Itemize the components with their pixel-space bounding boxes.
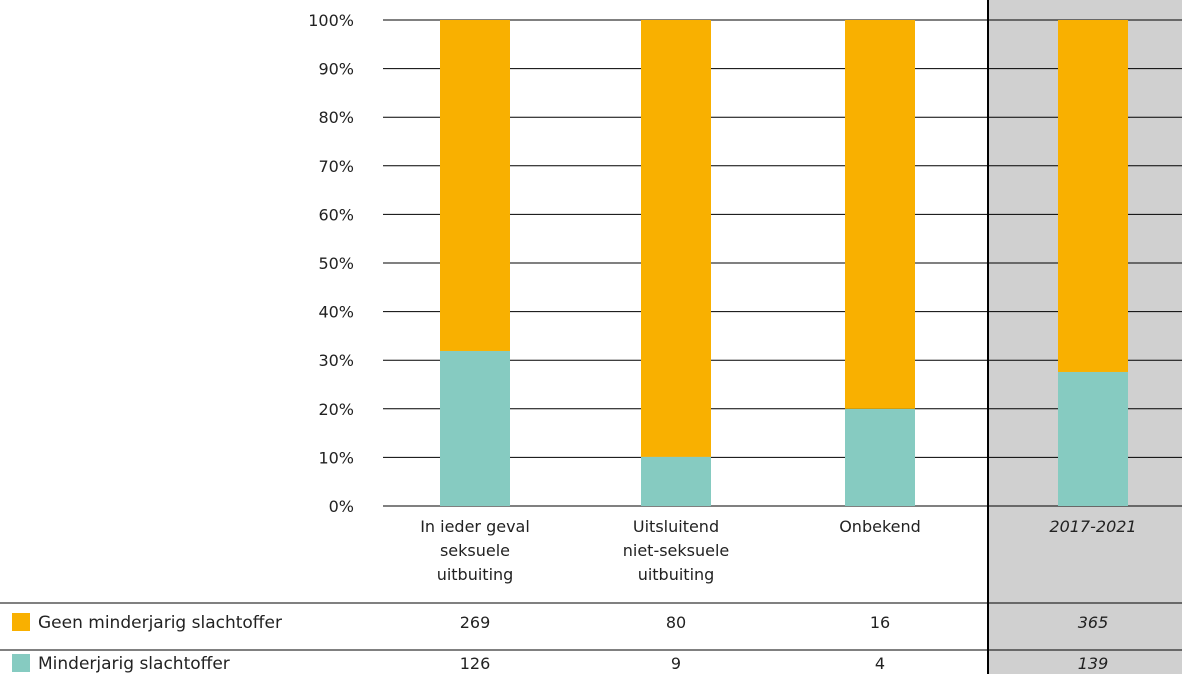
legend-label: Minderjarig slachtoffer bbox=[38, 654, 230, 674]
legend-label: Geen minderjarig slachtoffer bbox=[38, 613, 282, 633]
y-tick-label: 90% bbox=[318, 60, 354, 79]
y-axis-tick-labels: 0% 10% 20% 30% 40% 50% 60% 70% 80% 90% 100% bbox=[308, 11, 354, 516]
table-cell-value: 365 bbox=[1078, 613, 1109, 632]
bar-segment bbox=[1058, 20, 1128, 372]
x-axis-category-labels: In ieder geval seksuele uitbuiting Uitsluit… bbox=[420, 517, 1136, 584]
x-category-label: In ieder geval bbox=[420, 517, 530, 536]
bar-segment bbox=[845, 20, 915, 409]
bar-segment bbox=[845, 408, 915, 506]
table-cell-value: 16 bbox=[870, 613, 890, 632]
x-category-label: uitbuiting bbox=[437, 565, 514, 584]
table-cell-value: 80 bbox=[666, 613, 686, 632]
y-tick-label: 60% bbox=[318, 205, 354, 224]
y-tick-label: 80% bbox=[318, 108, 354, 127]
legend-swatch bbox=[12, 654, 30, 672]
x-category-label: uitbuiting bbox=[638, 565, 715, 584]
bar-segment bbox=[641, 456, 711, 506]
table-cell-value: 269 bbox=[460, 613, 491, 632]
x-category-label: seksuele bbox=[440, 541, 510, 560]
y-tick-label: 30% bbox=[318, 351, 354, 370]
table-cell-value: 9 bbox=[671, 654, 681, 673]
y-tick-label: 100% bbox=[308, 11, 354, 30]
bar-segment bbox=[440, 350, 510, 506]
legend-swatch bbox=[12, 613, 30, 631]
bars bbox=[440, 20, 1128, 506]
x-category-label: Onbekend bbox=[839, 517, 921, 536]
x-category-label: 2017-2021 bbox=[1049, 517, 1136, 536]
y-tick-label: 20% bbox=[318, 400, 354, 419]
y-tick-label: 10% bbox=[318, 448, 354, 467]
bar-segment bbox=[1058, 371, 1128, 506]
bar-segment bbox=[641, 20, 711, 457]
table-cell-value: 126 bbox=[460, 654, 491, 673]
x-category-label: Uitsluitend bbox=[633, 517, 719, 536]
table-cell-value: 4 bbox=[875, 654, 885, 673]
data-table: Geen minderjarig slachtoffer 269 80 16 365 Mi… bbox=[12, 613, 1108, 674]
x-category-label: niet-seksuele bbox=[623, 541, 730, 560]
table-cell-value: 139 bbox=[1078, 654, 1109, 673]
y-tick-label: 0% bbox=[329, 497, 354, 516]
y-tick-label: 70% bbox=[318, 157, 354, 176]
bar-segment bbox=[440, 20, 510, 351]
y-tick-label: 40% bbox=[318, 303, 354, 322]
y-tick-label: 50% bbox=[318, 254, 354, 273]
